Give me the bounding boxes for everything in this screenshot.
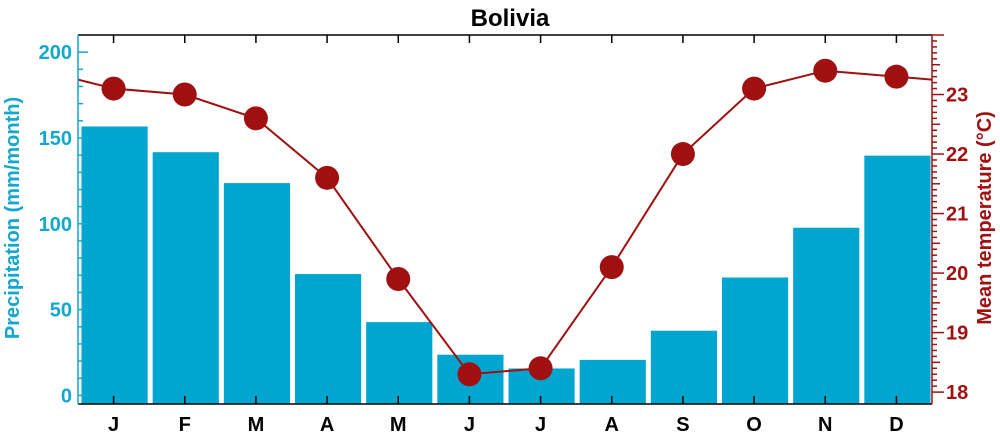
y-right-tick-label: 19 xyxy=(946,323,968,345)
temperature-point xyxy=(386,267,411,292)
precipitation-bar xyxy=(649,329,718,405)
y-left-tick-label: 0 xyxy=(61,385,72,407)
temperature-point xyxy=(243,106,268,131)
y-right-tick-label: 22 xyxy=(946,144,968,166)
temperature-point xyxy=(315,165,340,190)
temperature-point xyxy=(528,356,553,381)
y-left-tick-label: 100 xyxy=(39,214,72,236)
x-tick-label: J xyxy=(108,414,119,434)
temperature-point xyxy=(884,64,909,89)
y-left-tick-label: 200 xyxy=(39,42,72,64)
y-right-tick-label: 20 xyxy=(946,263,968,285)
x-tick-label: A xyxy=(320,414,334,434)
x-tick-label: F xyxy=(179,414,191,434)
x-tick-label: J xyxy=(535,414,546,434)
precipitation-bar xyxy=(222,182,291,405)
precipitation-bar xyxy=(294,273,363,405)
temperature-point xyxy=(457,362,482,387)
precipitation-bar xyxy=(863,154,932,405)
temperature-point xyxy=(742,76,767,101)
x-tick-label: D xyxy=(889,414,903,434)
y-right-tick-label: 23 xyxy=(946,85,968,107)
y-right-tick-label: 21 xyxy=(946,204,968,226)
x-tick-label: M xyxy=(248,414,265,434)
y-left-tick-label: 50 xyxy=(50,300,72,322)
temperature-line-series xyxy=(77,58,933,387)
chart-title: Bolivia xyxy=(471,5,550,32)
x-tick-label: S xyxy=(676,414,689,434)
temperature-point xyxy=(813,58,838,83)
x-tick-label: J xyxy=(464,414,475,434)
precipitation-bar xyxy=(578,358,647,405)
temperature-point xyxy=(599,255,624,280)
precipitation-bar xyxy=(792,226,861,405)
y-axis-right-label: Mean temperature (°C) xyxy=(974,111,996,325)
temperature-point xyxy=(670,142,695,167)
precipitation-bar xyxy=(365,321,434,405)
y-right-tick-label: 18 xyxy=(946,382,968,404)
temperature-line xyxy=(77,69,933,376)
x-tick-label: A xyxy=(605,414,619,434)
precipitation-bar xyxy=(151,151,220,405)
temperature-point xyxy=(172,82,197,107)
precipitation-bar xyxy=(80,125,149,405)
temperature-point xyxy=(101,76,126,101)
precipitation-bars xyxy=(80,125,932,405)
x-tick-label: N xyxy=(818,414,832,434)
y-axis-left-label: Precipitation (mm/month) xyxy=(2,97,24,339)
x-tick-label: M xyxy=(390,414,407,434)
x-tick-label: O xyxy=(746,414,762,434)
y-left-tick-label: 150 xyxy=(39,128,72,150)
precipitation-bar xyxy=(721,276,790,405)
axes: J F M A M J J A S O N D 0 50 100 150 200 18 19 20 21 22 23 xyxy=(39,34,968,434)
